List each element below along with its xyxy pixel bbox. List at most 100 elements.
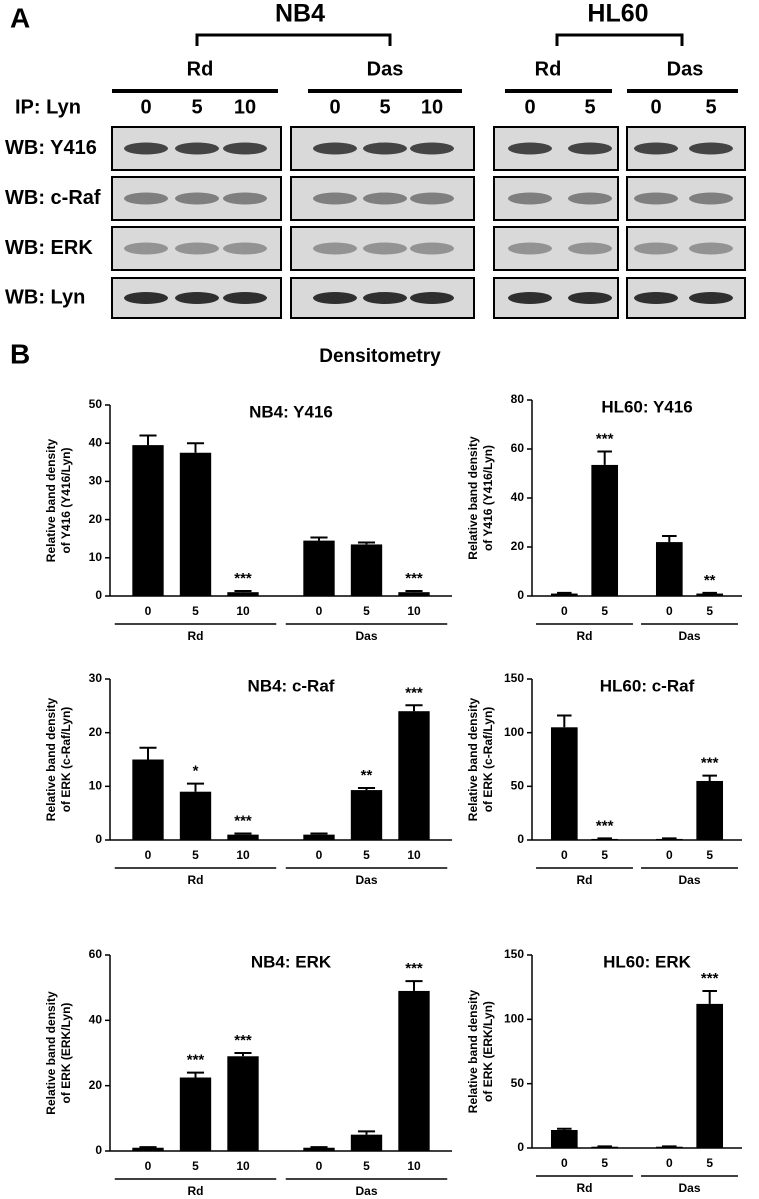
x-tick-label: 5 bbox=[601, 604, 608, 618]
error-bar bbox=[405, 590, 423, 593]
significance: *** bbox=[405, 684, 423, 701]
lane-label: 0 bbox=[329, 96, 340, 118]
group-label: Das bbox=[367, 58, 404, 80]
bar bbox=[179, 791, 212, 840]
y-tick-label: 20 bbox=[89, 1078, 103, 1092]
chart-title: HL60: ERK bbox=[603, 952, 692, 971]
x-tick-label: 10 bbox=[236, 848, 250, 862]
band bbox=[410, 242, 454, 255]
lane-label: 0 bbox=[140, 96, 151, 118]
panel-label: B bbox=[10, 338, 30, 369]
band bbox=[175, 192, 219, 205]
group-label: Rd bbox=[577, 629, 593, 643]
x-tick-label: 5 bbox=[363, 604, 370, 618]
error-bar bbox=[234, 832, 252, 835]
bar bbox=[550, 593, 578, 596]
group-label: Das bbox=[355, 629, 377, 643]
band bbox=[223, 192, 267, 205]
bar bbox=[550, 1129, 578, 1148]
chart-title: NB4: ERK bbox=[251, 952, 332, 971]
bar bbox=[591, 464, 619, 596]
band bbox=[223, 142, 267, 155]
bracket bbox=[555, 33, 684, 46]
x-tick-label: 5 bbox=[363, 848, 370, 862]
error-bar bbox=[310, 832, 328, 835]
bar bbox=[227, 1056, 259, 1151]
y-tick-label: 0 bbox=[95, 832, 102, 846]
bar bbox=[227, 592, 259, 596]
y-tick-label: 60 bbox=[89, 947, 103, 961]
error-bar bbox=[405, 980, 423, 991]
significance: *** bbox=[701, 970, 719, 987]
bar bbox=[591, 1146, 619, 1148]
bar bbox=[350, 790, 383, 840]
x-tick-label: 10 bbox=[236, 604, 250, 618]
significance: ** bbox=[704, 572, 716, 589]
panel-label: A bbox=[10, 2, 30, 33]
x-tick-label: 5 bbox=[706, 848, 713, 862]
x-tick-label: 5 bbox=[601, 1156, 608, 1170]
y-tick-label: 80 bbox=[511, 392, 525, 406]
x-tick-label: 0 bbox=[561, 604, 568, 618]
y-tick-label: 0 bbox=[95, 588, 102, 602]
y-axis-label: Relative band density bbox=[44, 697, 58, 821]
significance: *** bbox=[701, 755, 719, 772]
error-bar bbox=[139, 746, 157, 760]
band bbox=[634, 292, 678, 304]
blot-label: WB: Y416 bbox=[5, 137, 97, 159]
error-bar bbox=[357, 541, 376, 545]
error-bar bbox=[405, 704, 423, 712]
band bbox=[568, 242, 612, 255]
blot bbox=[626, 226, 746, 271]
error-bar bbox=[702, 591, 717, 594]
lane-label: 0 bbox=[524, 96, 535, 118]
bar bbox=[179, 452, 212, 596]
bar bbox=[696, 780, 724, 840]
band bbox=[175, 242, 219, 255]
x-tick-label: 0 bbox=[145, 604, 152, 618]
bar bbox=[591, 838, 619, 840]
x-tick-label: 10 bbox=[407, 1159, 421, 1173]
lane-label: 0 bbox=[650, 96, 661, 118]
bar bbox=[132, 759, 164, 840]
y-tick-label: 10 bbox=[89, 779, 103, 793]
blot bbox=[111, 226, 282, 271]
y-axis-label: of ERK (ERK/Lyn) bbox=[59, 1003, 73, 1104]
significance: * bbox=[193, 763, 199, 780]
y-tick-label: 30 bbox=[89, 474, 103, 488]
x-tick-label: 0 bbox=[666, 848, 673, 862]
band bbox=[363, 242, 407, 255]
band bbox=[410, 192, 454, 205]
lane-label: 10 bbox=[234, 96, 256, 118]
x-tick-label: 5 bbox=[192, 848, 199, 862]
bracket bbox=[195, 33, 392, 46]
bar bbox=[398, 711, 430, 840]
band bbox=[124, 142, 168, 155]
band bbox=[124, 192, 168, 205]
x-tick-label: 0 bbox=[145, 848, 152, 862]
blot-label: WB: ERK bbox=[5, 237, 93, 259]
bar bbox=[655, 542, 683, 596]
band bbox=[568, 292, 612, 304]
band bbox=[363, 142, 407, 155]
lane-label: 5 bbox=[705, 96, 716, 118]
band bbox=[508, 192, 552, 205]
x-tick-label: 0 bbox=[316, 848, 323, 862]
band bbox=[689, 192, 733, 205]
x-tick-label: 5 bbox=[192, 1159, 199, 1173]
y-tick-label: 100 bbox=[504, 1012, 524, 1026]
band bbox=[313, 292, 357, 304]
chart-title: NB4: Y416 bbox=[249, 402, 333, 421]
lane-label: 5 bbox=[191, 96, 202, 118]
band bbox=[634, 242, 678, 255]
y-axis-label: of ERK (ERK/Lyn) bbox=[481, 1001, 495, 1102]
cell-line-label: NB4 bbox=[275, 0, 325, 28]
y-tick-label: 50 bbox=[511, 1076, 525, 1090]
group-label: Rd bbox=[187, 58, 214, 80]
significance: *** bbox=[596, 817, 614, 834]
band bbox=[223, 292, 267, 304]
error-bar bbox=[139, 434, 157, 446]
bar bbox=[132, 445, 164, 596]
y-tick-label: 0 bbox=[95, 1143, 102, 1157]
